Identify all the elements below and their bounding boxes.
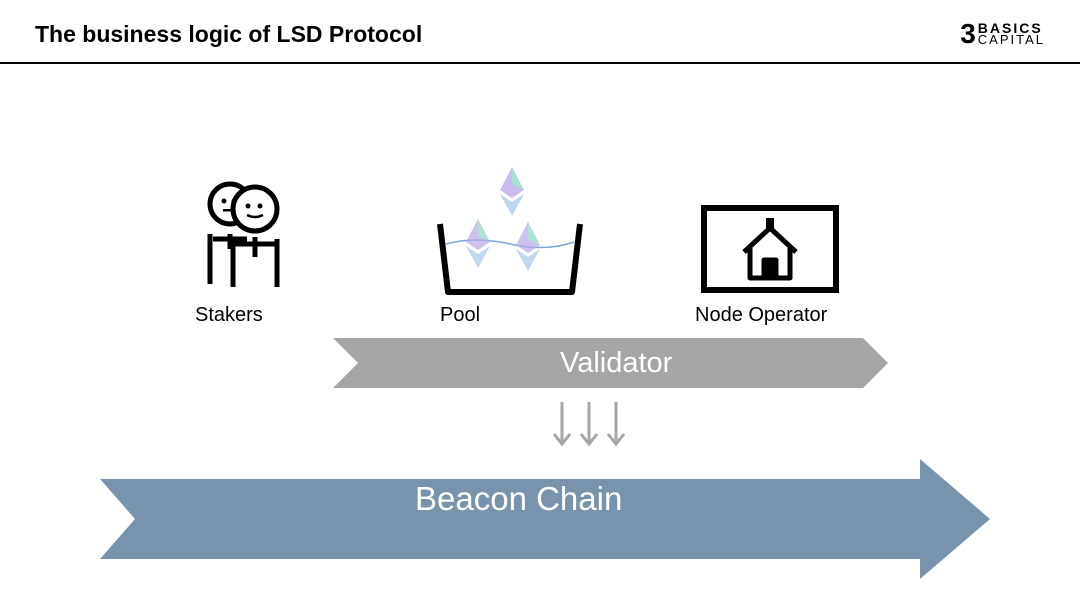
eth-icon bbox=[516, 222, 540, 271]
eth-icon bbox=[466, 219, 490, 268]
logo-mark: 3 bbox=[960, 18, 974, 50]
beacon-chain-label: Beacon Chain bbox=[415, 480, 622, 518]
validator-label: Validator bbox=[560, 347, 672, 380]
diagram-area: Stakers Pool No bbox=[0, 64, 1080, 594]
stakers-icon bbox=[195, 179, 295, 289]
pool-icon bbox=[420, 164, 600, 299]
header: The business logic of LSD Protocol 3 BAS… bbox=[0, 0, 1080, 64]
node-operator-label: Node Operator bbox=[695, 304, 827, 327]
page-title: The business logic of LSD Protocol bbox=[35, 21, 422, 48]
brand-logo: 3 BASICS CAPITAL bbox=[960, 18, 1045, 50]
down-arrows-icon bbox=[550, 400, 640, 455]
logo-text: BASICS CAPITAL bbox=[978, 22, 1045, 46]
eth-icon bbox=[500, 167, 524, 216]
pool-label: Pool bbox=[440, 304, 480, 327]
beacon-chain-arrow bbox=[100, 459, 990, 579]
stakers-label: Stakers bbox=[195, 304, 263, 327]
node-operator-icon bbox=[700, 204, 840, 294]
